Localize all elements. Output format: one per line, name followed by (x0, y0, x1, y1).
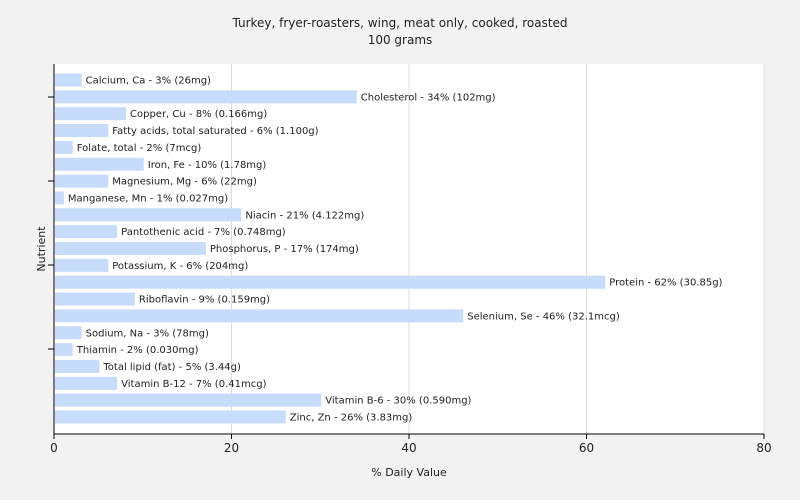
bar-label: Potassium, K - 6% (204mg) (112, 261, 248, 272)
bar (55, 107, 126, 121)
y-axis-title: Nutrient (35, 226, 48, 272)
bar (55, 124, 109, 138)
bar (55, 292, 135, 306)
bar-label: Fatty acids, total saturated - 6% (1.100… (112, 126, 318, 137)
bar (55, 242, 206, 255)
chart-subtitle: 100 grams (368, 33, 433, 47)
bar (55, 157, 144, 171)
bar (55, 393, 322, 407)
x-tick-label: 0 (50, 441, 58, 455)
bar (55, 359, 100, 373)
x-tick-label: 20 (224, 441, 239, 455)
bar-label: Total lipid (fat) - 5% (3.44g) (102, 362, 241, 373)
bar (55, 326, 82, 340)
bar (55, 258, 109, 272)
bar-labels: Calcium, Ca - 3% (26mg) Cholesterol - 34%… (68, 76, 723, 424)
bar (55, 208, 242, 222)
bar (55, 410, 286, 424)
bar-label: Riboflavin - 9% (0.159mg) (139, 295, 270, 306)
bar (55, 309, 464, 323)
bar-label: Calcium, Ca - 3% (26mg) (86, 76, 211, 87)
bar (55, 191, 64, 205)
bars (55, 73, 606, 424)
bar-label: Zinc, Zn - 26% (3.83mg) (290, 413, 413, 424)
bar-label: Manganese, Mn - 1% (0.027mg) (68, 193, 228, 204)
x-axis-title: % Daily Value (371, 466, 447, 479)
bar (55, 73, 82, 87)
bar-label: Vitamin B-6 - 30% (0.590mg) (325, 396, 471, 407)
bar (55, 174, 109, 188)
bar-label: Niacin - 21% (4.122mg) (245, 210, 364, 221)
bar-label: Pantothenic acid - 7% (0.748mg) (121, 227, 286, 238)
bar-label: Cholesterol - 34% (102mg) (361, 92, 496, 103)
bar (55, 343, 73, 357)
x-ticks: 0 20 40 60 80 (50, 434, 772, 455)
bar-label: Selenium, Se - 46% (32.1mcg) (467, 311, 620, 322)
x-tick-label: 80 (756, 441, 771, 455)
bar-label: Folate, total - 2% (7mcg) (77, 143, 202, 154)
bar-label: Sodium, Na - 3% (78mg) (86, 328, 209, 339)
bar (55, 275, 606, 289)
bar-label: Vitamin B-12 - 7% (0.41mcg) (121, 379, 266, 390)
bar (55, 376, 118, 390)
bar-label: Phosphorus, P - 17% (174mg) (210, 244, 359, 255)
bar-label: Thiamin - 2% (0.030mg) (76, 345, 199, 356)
bar-label: Iron, Fe - 10% (1.78mg) (148, 160, 267, 171)
bar-label: Magnesium, Mg - 6% (22mg) (112, 177, 257, 188)
bar (55, 225, 118, 239)
chart-title: Turkey, fryer-roasters, wing, meat only,… (231, 16, 567, 30)
x-tick-label: 40 (401, 441, 416, 455)
bar (55, 140, 73, 154)
grid-lines (231, 64, 765, 434)
x-tick-label: 60 (579, 441, 594, 455)
bar (55, 90, 357, 104)
bar-label: Protein - 62% (30.85g) (609, 278, 722, 289)
bar-label: Copper, Cu - 8% (0.166mg) (130, 109, 267, 120)
